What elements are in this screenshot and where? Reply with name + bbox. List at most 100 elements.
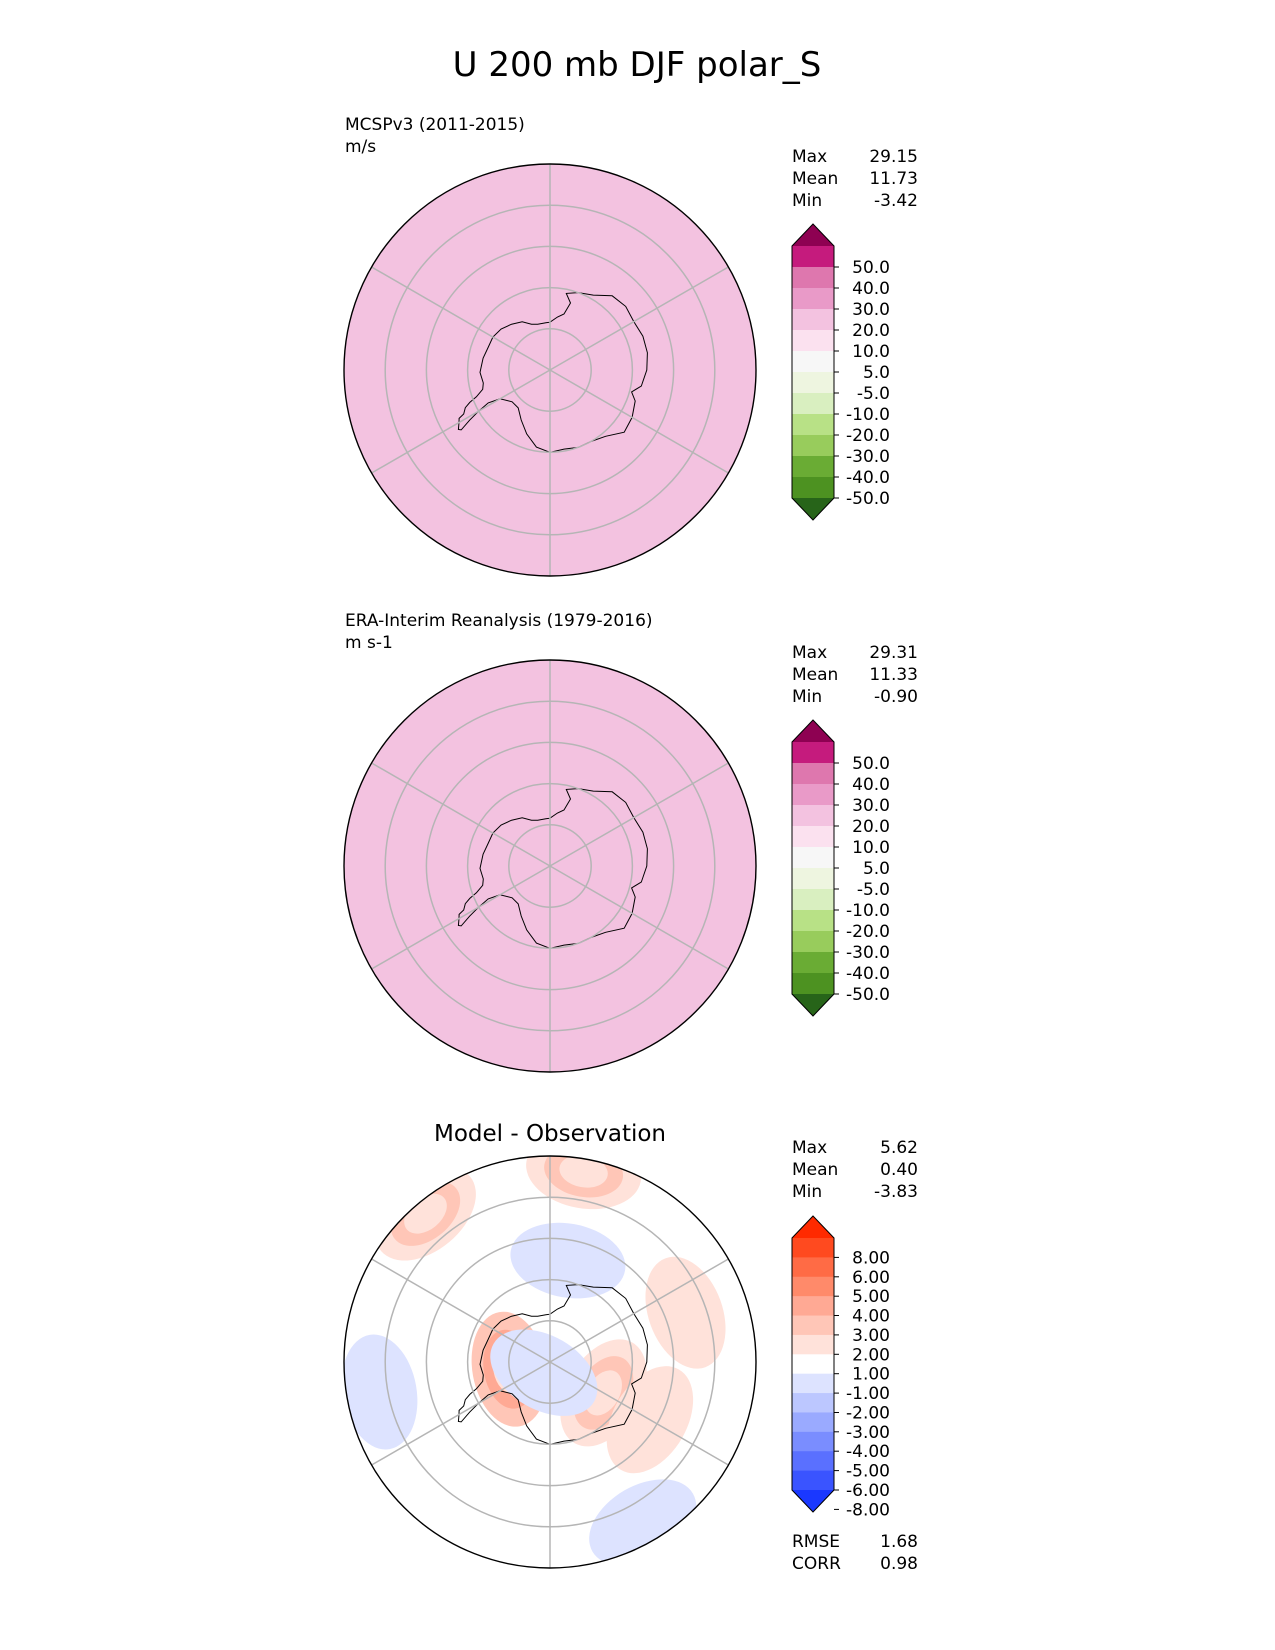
meridian-line-5	[371, 1361, 551, 1466]
colorbar-tick-label-10: -40.0	[846, 468, 890, 488]
colorbar-tick-label-6: -5.0	[857, 880, 890, 900]
colorbar-swatch-9	[792, 1393, 834, 1413]
colorbar-tick-label-8: -20.0	[846, 922, 890, 942]
panel-3-colorbar: 8.006.005.004.003.002.001.00-1.00-2.00-3…	[791, 1215, 890, 1520]
colorbar-swatch-12	[792, 1451, 834, 1472]
panel-3: Model - Observation Max Mean Min 5.62 0.…	[343, 1121, 918, 1574]
colorbar-swatch-3	[792, 784, 834, 806]
colorbar-swatch-7	[792, 1354, 834, 1375]
colorbar-tick-label-2: 30.0	[852, 796, 890, 816]
panel-3-stat-value-min: -3.83	[874, 1182, 918, 1202]
colorbar-tick-label-9: -30.0	[846, 447, 890, 467]
panel-3-metric-value-corr: 0.98	[880, 1554, 918, 1574]
colorbar-tick-label-12: -6.00	[846, 1481, 890, 1501]
panel-1-map	[343, 163, 757, 577]
panel-3-metrics: RMSE CORR 1.68 0.98	[792, 1532, 918, 1574]
colorbar-swatch-6	[792, 351, 834, 373]
colorbar-tick-label-3: 20.0	[852, 321, 890, 341]
anomaly-8-level-2	[363, 1367, 396, 1417]
panel-2-map	[343, 659, 757, 1073]
colorbar-swatch-7	[792, 868, 834, 890]
colorbar-swatch-10	[792, 1412, 834, 1433]
coastline	[457, 788, 648, 949]
colorbar-tick-label-13: -8.00	[846, 1500, 890, 1520]
colorbar-extend-max	[792, 224, 834, 246]
meridian-line-1	[549, 865, 729, 970]
figure-title: U 200 mb DJF polar_S	[453, 45, 822, 85]
panel-2-stat-label-mean: Mean	[792, 665, 838, 685]
panel-1-colorbar: 50.040.030.020.010.05.0-5.0-10.0-20.0-30…	[791, 223, 890, 521]
colorbar-tick-label-10: -40.0	[846, 964, 890, 984]
colorbar-swatch-6	[792, 847, 834, 869]
colorbar-tick-label-3: 20.0	[852, 817, 890, 837]
colorbar-swatch-1	[792, 246, 834, 268]
panel-3-title: Model - Observation	[434, 1121, 666, 1147]
colorbar-swatch-2	[792, 763, 834, 785]
colorbar-tick-label-4: 3.00	[852, 1326, 890, 1346]
meridian-line-1	[549, 369, 729, 474]
colorbar-tick-label-2: 5.00	[852, 1287, 890, 1307]
colorbar-extend-max	[792, 1216, 834, 1238]
colorbar-swatch-12	[792, 477, 834, 499]
meridian-line-1	[549, 1361, 729, 1466]
panel-1-stat-value-mean: 11.73	[869, 169, 918, 189]
colorbar-swatch-8	[792, 889, 834, 911]
colorbar-tick-label-2: 30.0	[852, 300, 890, 320]
colorbar-swatch-4	[792, 805, 834, 827]
colorbar-tick-label-6: 1.00	[852, 1365, 890, 1385]
colorbar-extend-max	[792, 720, 834, 742]
meridian-line-4	[371, 762, 551, 867]
colorbar-swatch-11	[792, 1431, 834, 1452]
panel-3-stat-label-mean: Mean	[792, 1160, 838, 1180]
panel-1-stats: Max Mean Min 29.15 11.73 -3.42	[792, 147, 918, 211]
anomaly-6-level-2	[543, 1244, 593, 1277]
panel-3-stat-label-min: Min	[792, 1182, 822, 1202]
colorbar-swatch-13	[792, 1470, 834, 1491]
colorbar-tick-label-8: -20.0	[846, 426, 890, 446]
colorbar-extend-min	[792, 1490, 834, 1512]
colorbar-swatch-9	[792, 910, 834, 932]
panel-2-units: m s-1	[345, 633, 393, 653]
colorbar-tick-label-3: 4.00	[852, 1307, 890, 1327]
colorbar-tick-label-0: 8.00	[852, 1248, 890, 1268]
map-boundary	[343, 659, 757, 1073]
colorbar-tick-label-5: 5.0	[863, 859, 890, 879]
map-boundary	[343, 1155, 757, 1569]
panel-1-stat-label-max: Max	[792, 147, 827, 167]
colorbar-tick-label-1: 6.00	[852, 1268, 890, 1288]
colorbar-swatch-8	[792, 393, 834, 415]
colorbar-swatch-1	[792, 1238, 834, 1258]
colorbar-swatch-9	[792, 414, 834, 436]
colorbar-swatch-5	[792, 826, 834, 848]
panel-2-stat-value-max: 29.31	[869, 643, 918, 663]
colorbar-swatch-10	[792, 435, 834, 457]
colorbar-tick-label-7: -10.0	[846, 901, 890, 921]
colorbar-tick-label-10: -4.00	[846, 1442, 890, 1462]
panel-1: MCSPv3 (2011-2015) m/s Max Mean Min 29.1…	[343, 115, 918, 577]
meridian-line-2	[549, 1258, 729, 1363]
meridian-line-5	[371, 865, 551, 970]
meridian-line-4	[371, 266, 551, 371]
colorbar-swatch-12	[792, 973, 834, 995]
panel-3-stats: Max Mean Min 5.62 0.40 -3.83	[792, 1138, 918, 1202]
panel-1-stat-value-min: -3.42	[874, 191, 918, 211]
panel-1-stat-value-max: 29.15	[869, 147, 918, 167]
colorbar-tick-label-4: 10.0	[852, 342, 890, 362]
panel-1-stat-label-mean: Mean	[792, 169, 838, 189]
panel-1-dataset: MCSPv3 (2011-2015)	[345, 115, 525, 135]
meridian-line-2	[549, 762, 729, 867]
anomaly-3-level-2	[668, 1289, 703, 1337]
panel-3-metric-label-rmse: RMSE	[792, 1532, 840, 1552]
panel-2-colorbar: 50.040.030.020.010.05.0-5.0-10.0-20.0-30…	[791, 719, 890, 1017]
anomaly-9-level-2	[521, 1354, 567, 1392]
panel-2-stats: Max Mean Min 29.31 11.33 -0.90	[792, 643, 918, 707]
panel-3-stat-value-max: 5.62	[880, 1138, 918, 1158]
anomaly-7-level-2	[620, 1504, 666, 1542]
panel-1-units: m/s	[345, 137, 376, 157]
panel-2-stat-label-min: Min	[792, 687, 822, 707]
coastline	[457, 292, 648, 453]
colorbar-tick-label-4: 10.0	[852, 838, 890, 858]
panel-2: ERA-Interim Reanalysis (1979-2016) m s-1…	[343, 611, 918, 1073]
panel-2-stat-value-mean: 11.33	[869, 665, 918, 685]
